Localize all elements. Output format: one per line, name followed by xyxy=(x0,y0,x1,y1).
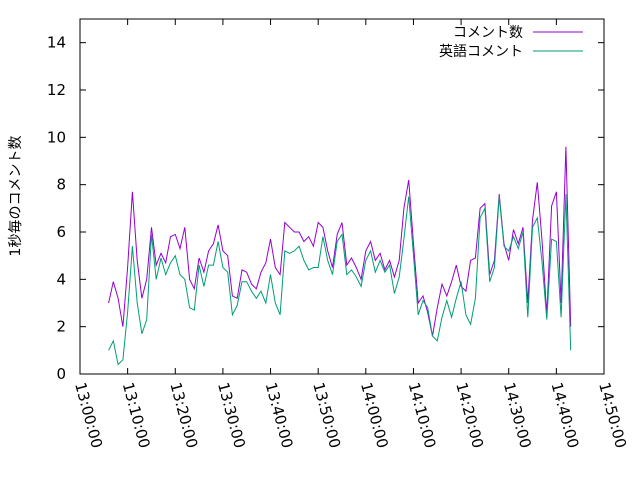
series-line-1 xyxy=(108,194,572,366)
series-lines xyxy=(108,146,572,366)
x-axis: 13:00:00 13:10:00 13:20:00 13:30:00 13:40:00… xyxy=(71,19,630,450)
y-axis-label: 1秒毎のコメント数 xyxy=(8,136,24,257)
x-tick-label: 13:10:00 xyxy=(119,380,154,450)
legend: コメント数 英語コメント xyxy=(439,25,583,60)
x-tick-label: 13:20:00 xyxy=(166,380,201,450)
y-tick-label: 10 xyxy=(47,128,66,146)
x-tick-label: 13:40:00 xyxy=(262,380,297,450)
y-tick-label: 0 xyxy=(56,365,66,383)
y-tick-label: 6 xyxy=(56,223,66,241)
y-tick-label: 8 xyxy=(56,176,66,194)
x-tick-label: 14:50:00 xyxy=(595,380,630,450)
y-axis: 0 2 4 6 8 10 12 14 xyxy=(47,34,604,383)
series-line-0 xyxy=(108,146,572,337)
x-tick-label: 13:30:00 xyxy=(214,380,249,450)
plot-frame xyxy=(79,18,605,375)
x-tick-label: 13:50:00 xyxy=(309,380,344,450)
x-tick-label: 14:00:00 xyxy=(357,380,392,450)
y-tick-label: 4 xyxy=(56,270,66,288)
x-tick-label: 13:00:00 xyxy=(71,380,106,450)
x-tick-label: 14:30:00 xyxy=(500,380,535,450)
legend-label-0: コメント数 xyxy=(453,25,523,41)
y-tick-label: 12 xyxy=(47,81,66,99)
x-tick-label: 14:10:00 xyxy=(405,380,440,450)
y-tick-label: 2 xyxy=(56,318,66,336)
x-tick-label: 14:20:00 xyxy=(452,380,487,450)
x-tick-label: 14:40:00 xyxy=(547,380,582,450)
y-tick-label: 14 xyxy=(47,34,66,52)
legend-label-1: 英語コメント xyxy=(439,43,523,60)
